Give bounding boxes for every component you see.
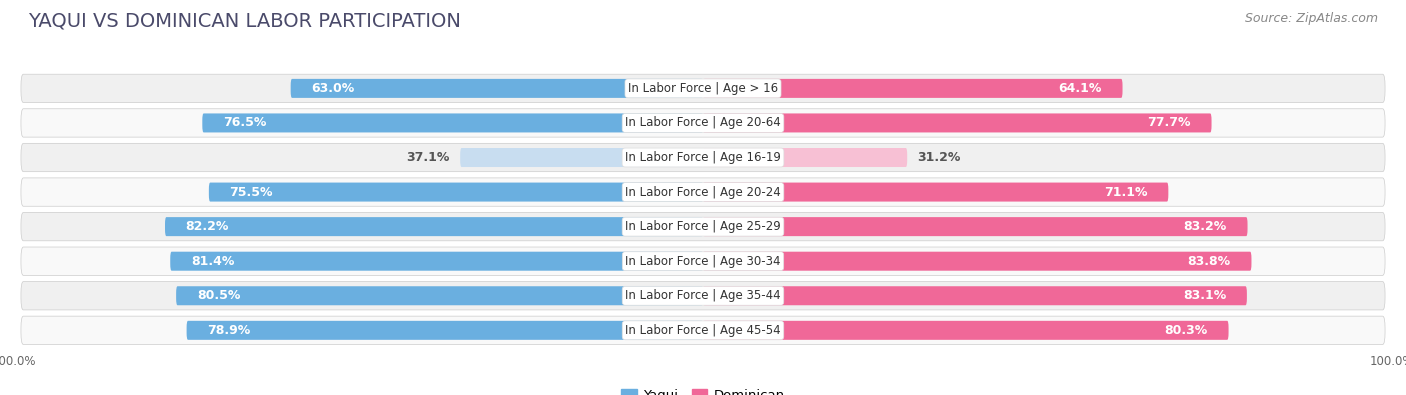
Text: In Labor Force | Age 45-54: In Labor Force | Age 45-54 xyxy=(626,324,780,337)
FancyBboxPatch shape xyxy=(703,148,907,167)
FancyBboxPatch shape xyxy=(21,247,1385,275)
Text: 80.5%: 80.5% xyxy=(197,289,240,302)
Text: 37.1%: 37.1% xyxy=(406,151,450,164)
Text: 83.2%: 83.2% xyxy=(1184,220,1227,233)
Text: 76.5%: 76.5% xyxy=(224,117,266,130)
Text: 83.1%: 83.1% xyxy=(1182,289,1226,302)
FancyBboxPatch shape xyxy=(21,74,1385,103)
Text: 63.0%: 63.0% xyxy=(311,82,354,95)
Text: 71.1%: 71.1% xyxy=(1104,186,1147,199)
FancyBboxPatch shape xyxy=(187,321,703,340)
FancyBboxPatch shape xyxy=(21,178,1385,206)
Text: In Labor Force | Age 20-24: In Labor Force | Age 20-24 xyxy=(626,186,780,199)
Text: 80.3%: 80.3% xyxy=(1164,324,1208,337)
Text: In Labor Force | Age 35-44: In Labor Force | Age 35-44 xyxy=(626,289,780,302)
FancyBboxPatch shape xyxy=(703,252,1251,271)
FancyBboxPatch shape xyxy=(170,252,703,271)
FancyBboxPatch shape xyxy=(165,217,703,236)
FancyBboxPatch shape xyxy=(703,113,1212,132)
Text: In Labor Force | Age 16-19: In Labor Force | Age 16-19 xyxy=(626,151,780,164)
Text: 64.1%: 64.1% xyxy=(1059,82,1102,95)
FancyBboxPatch shape xyxy=(21,109,1385,137)
Text: In Labor Force | Age 30-34: In Labor Force | Age 30-34 xyxy=(626,255,780,268)
FancyBboxPatch shape xyxy=(209,182,703,201)
Text: 83.8%: 83.8% xyxy=(1188,255,1230,268)
FancyBboxPatch shape xyxy=(703,321,1229,340)
Text: 82.2%: 82.2% xyxy=(186,220,229,233)
FancyBboxPatch shape xyxy=(21,282,1385,310)
FancyBboxPatch shape xyxy=(703,286,1247,305)
FancyBboxPatch shape xyxy=(703,182,1168,201)
Text: 81.4%: 81.4% xyxy=(191,255,235,268)
Text: 75.5%: 75.5% xyxy=(229,186,273,199)
Text: 31.2%: 31.2% xyxy=(918,151,960,164)
Legend: Yaqui, Dominican: Yaqui, Dominican xyxy=(621,389,785,395)
Text: In Labor Force | Age > 16: In Labor Force | Age > 16 xyxy=(628,82,778,95)
Text: In Labor Force | Age 25-29: In Labor Force | Age 25-29 xyxy=(626,220,780,233)
Text: Source: ZipAtlas.com: Source: ZipAtlas.com xyxy=(1244,12,1378,25)
Text: In Labor Force | Age 20-64: In Labor Force | Age 20-64 xyxy=(626,117,780,130)
FancyBboxPatch shape xyxy=(176,286,703,305)
FancyBboxPatch shape xyxy=(202,113,703,132)
FancyBboxPatch shape xyxy=(21,143,1385,172)
FancyBboxPatch shape xyxy=(291,79,703,98)
Text: 78.9%: 78.9% xyxy=(207,324,250,337)
FancyBboxPatch shape xyxy=(703,217,1247,236)
FancyBboxPatch shape xyxy=(460,148,703,167)
Text: 77.7%: 77.7% xyxy=(1147,117,1191,130)
FancyBboxPatch shape xyxy=(21,213,1385,241)
Text: YAQUI VS DOMINICAN LABOR PARTICIPATION: YAQUI VS DOMINICAN LABOR PARTICIPATION xyxy=(28,12,461,31)
FancyBboxPatch shape xyxy=(21,316,1385,344)
FancyBboxPatch shape xyxy=(703,79,1122,98)
